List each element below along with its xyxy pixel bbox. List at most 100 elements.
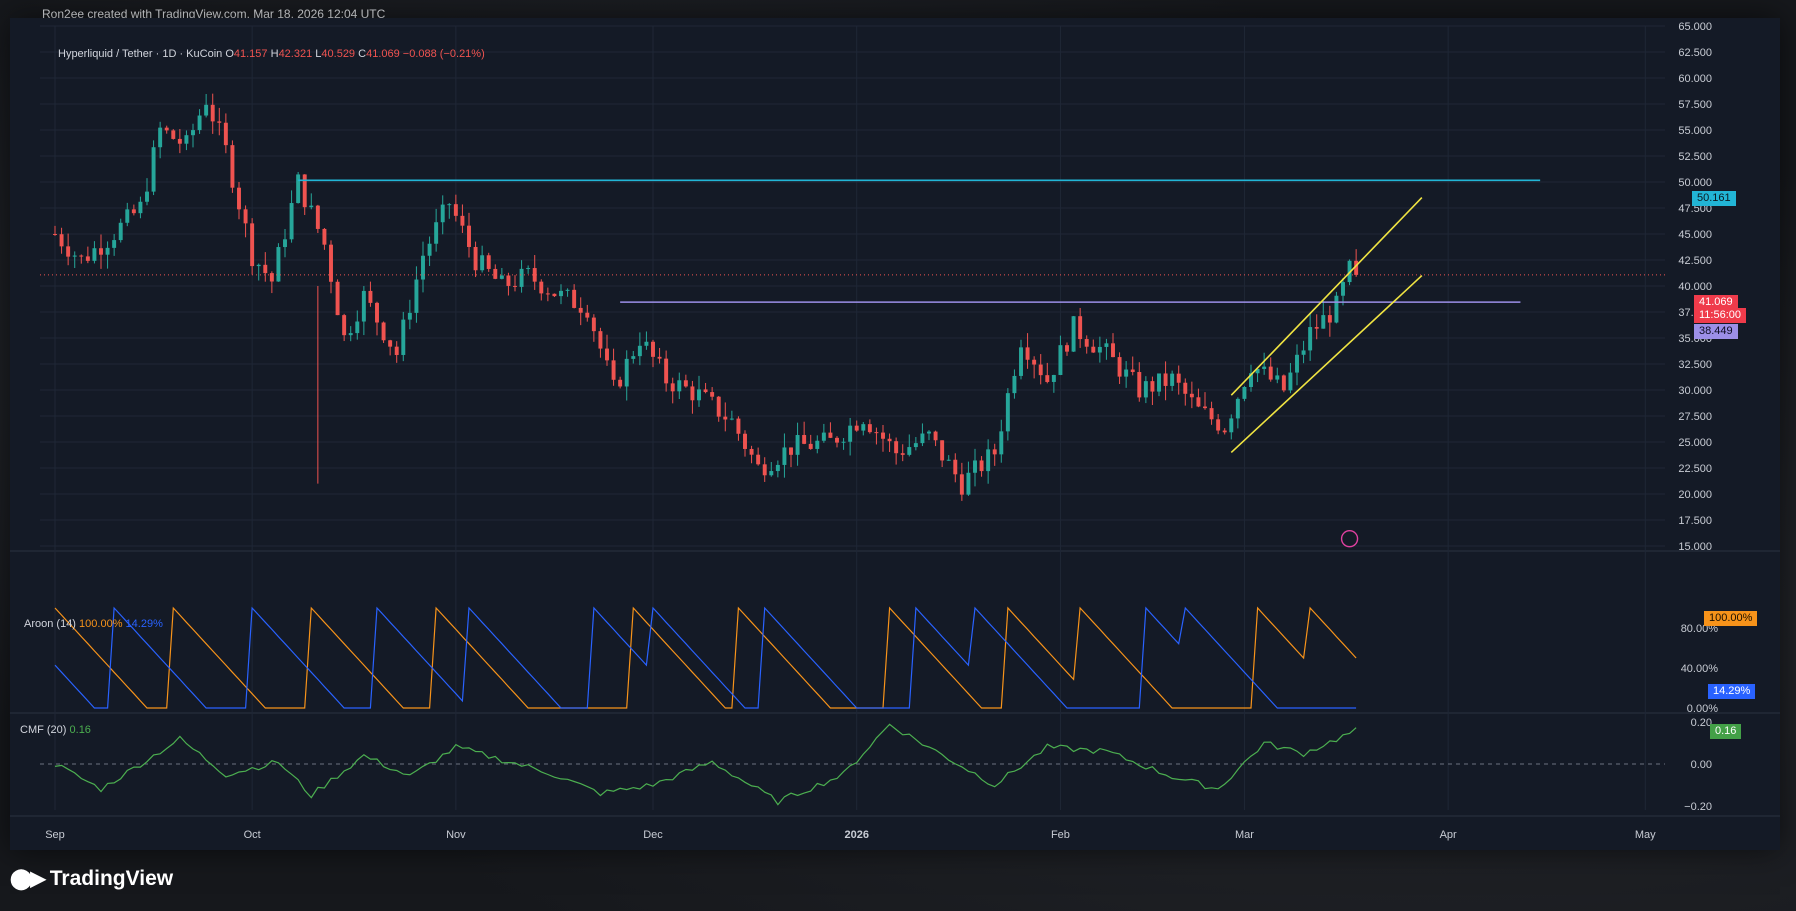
candle-body <box>697 389 701 401</box>
tradingview-brand[interactable]: ⬤▶ TradingView <box>10 866 173 891</box>
candle-body <box>1071 316 1076 352</box>
candle-body <box>99 248 103 255</box>
candle-body <box>631 356 636 359</box>
candle-body <box>92 248 97 261</box>
candle-body <box>1157 373 1161 392</box>
candle-body <box>946 459 951 461</box>
aroon-tick-label: 40.00% <box>1681 663 1719 675</box>
candle-body <box>1341 282 1345 296</box>
cmf-value: 0.16 <box>69 724 91 736</box>
candle-body <box>867 424 872 433</box>
candle-body <box>519 268 524 287</box>
price-tick-label: 47.500 <box>1678 203 1712 215</box>
aroon-up-value: 100.00% <box>79 618 123 630</box>
candle-body <box>664 358 669 384</box>
candle-body <box>348 333 353 336</box>
price-tick-label: 40.000 <box>1678 281 1712 293</box>
candle-body <box>670 383 675 392</box>
candle-body <box>368 290 373 303</box>
candle-body <box>210 104 215 122</box>
candle-body <box>887 438 892 442</box>
candle-body <box>591 317 596 332</box>
candle-body <box>1262 366 1267 369</box>
candle-body <box>920 433 925 444</box>
candle-body <box>605 348 609 361</box>
candle-body <box>881 432 885 439</box>
candle-body <box>388 340 393 347</box>
candle-body <box>1275 375 1280 380</box>
candle-body <box>1203 406 1207 409</box>
candle-body <box>493 268 498 279</box>
candle-body <box>782 447 787 465</box>
candle-body <box>1301 350 1306 355</box>
candle-body <box>992 449 997 455</box>
aroon-name: Aroon (14) <box>24 618 76 630</box>
chart-svg[interactable]: 65.000 62.500 60.000 57.500 55.000 52.500 50.0… <box>10 18 1780 850</box>
candle-body <box>624 358 629 387</box>
aroon-tick-label: 0.00% <box>1687 703 1718 715</box>
candle-body <box>565 289 570 291</box>
candle-body <box>184 135 189 144</box>
candle-body <box>966 472 971 495</box>
price-tick-label: 22.500 <box>1678 463 1712 475</box>
candle-body <box>85 256 90 261</box>
candle-body <box>72 255 77 257</box>
candle-body <box>283 239 287 248</box>
candle-body <box>526 268 531 270</box>
candle-body <box>1354 260 1359 275</box>
cmf-tick-label: −0.20 <box>1684 801 1712 813</box>
candle-body <box>775 464 780 472</box>
candle-body <box>598 331 603 349</box>
candle-body <box>217 121 222 123</box>
candle-body <box>578 307 583 313</box>
candle-body <box>1117 357 1122 377</box>
chart-card[interactable]: 65.000 62.500 60.000 57.500 55.000 52.500 50.0… <box>10 18 1780 850</box>
price-tick-label: 42.500 <box>1678 255 1712 267</box>
time-tick-label: Sep <box>45 829 65 841</box>
candle-body <box>381 322 386 341</box>
candle-body <box>164 127 169 131</box>
candle-body <box>440 204 445 223</box>
candle-body <box>559 290 563 297</box>
candle-body <box>414 279 419 313</box>
candle-body <box>802 435 807 444</box>
close-label: C <box>358 48 367 60</box>
high-value: 42.321 <box>278 48 313 60</box>
candle-body <box>657 356 662 359</box>
candle-body <box>1130 369 1135 373</box>
candle-body <box>815 440 820 449</box>
candle-body <box>250 223 255 267</box>
price-tick-label: 60.000 <box>1678 73 1712 85</box>
candle-body <box>690 386 695 401</box>
candle-body <box>1038 364 1043 376</box>
candle-body <box>1111 343 1115 358</box>
channel-lower-line <box>1230 275 1423 453</box>
price-tick-label: 27.500 <box>1678 411 1712 423</box>
candle-body <box>302 174 307 208</box>
time-tick-label: Mar <box>1235 829 1254 841</box>
aroon-down-value: 14.29% <box>125 618 163 630</box>
candle-body <box>296 174 301 204</box>
candle-body <box>506 275 511 286</box>
candle-body <box>1124 369 1129 377</box>
candle-body <box>874 432 879 434</box>
aroon-down-tag: 14.29% <box>1708 684 1756 699</box>
candle-body <box>927 431 931 434</box>
price-tick-label: 52.500 <box>1678 151 1712 163</box>
candle-body <box>1281 375 1286 391</box>
candle-body <box>835 437 839 443</box>
candle-body <box>53 234 57 235</box>
candle-body <box>335 281 340 316</box>
candle-body <box>1229 418 1234 433</box>
time-tick-label: 2026 <box>844 829 868 841</box>
cmf-legend[interactable]: CMF (20) 0.16 <box>20 724 91 736</box>
candle-body <box>263 264 268 274</box>
candle-body <box>421 255 425 280</box>
price-tick-label: 45.000 <box>1678 229 1712 241</box>
aroon-legend[interactable]: Aroon (14) 100.00% 14.29% <box>24 618 163 630</box>
candle-body <box>151 147 156 192</box>
high-label: H <box>270 48 279 60</box>
aroon-tick-label: 80.00% <box>1681 623 1719 635</box>
candle-body <box>585 312 590 318</box>
candle-body <box>552 293 557 297</box>
